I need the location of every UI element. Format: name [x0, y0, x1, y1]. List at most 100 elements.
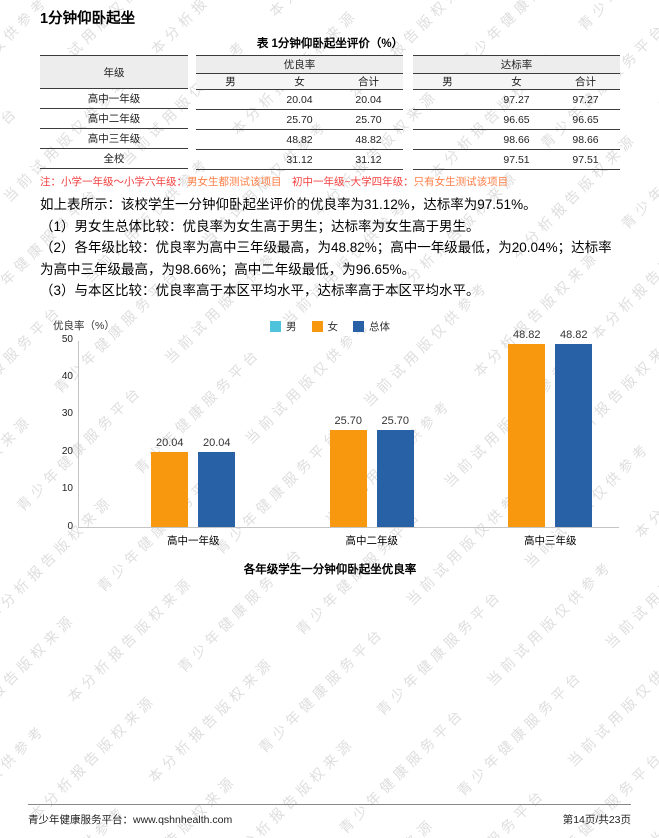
value-cell: 48.82	[286, 133, 313, 146]
chart-plot-area: 0 10 20 30 40 50 20.04 20.04 高中一年级 25.70 25.70 高中二年…	[62, 329, 619, 547]
pass-rate-table: 达标率 男 女 合计 97.27 97.27 96.65 96.65	[413, 55, 620, 170]
legend-label: 男	[286, 320, 297, 333]
value-cell	[196, 150, 265, 170]
value-cell: 97.51	[572, 153, 599, 166]
grade-cell: 全校	[103, 153, 125, 165]
table-row: 97.27 97.27	[413, 90, 620, 110]
grade-cell: 高中三年级	[87, 133, 141, 145]
y-axis-tick: 30	[61, 408, 73, 420]
value-cell	[413, 130, 482, 150]
bar-value-label: 20.04	[155, 436, 184, 449]
value-cell: 98.66	[572, 133, 599, 146]
bar-chart: 优良率（%） 男 女 总体 0 10 20 30 40 50 20.04 20.04 高中一年级 25…	[40, 317, 620, 577]
note-segment: 注：小学一年级～小学六年级：	[40, 176, 187, 188]
legend-swatch	[353, 320, 364, 332]
value-cell: 31.12	[286, 153, 313, 166]
value-cell: 96.65	[503, 113, 530, 126]
table-note: 注：小学一年级～小学六年级：男女生都测试该项目 初中一年级~大学四年级：只有女生…	[40, 174, 620, 189]
table-row: 高中三年级	[40, 129, 188, 149]
footer-row: 青少年健康服务平台：www.qshnhealth.com 第14页/共23页	[28, 812, 631, 827]
value-cell	[413, 150, 482, 170]
value-cell: 97.51	[503, 153, 530, 166]
legend-item-总体: 总体	[353, 319, 390, 334]
value-cell: 25.70	[355, 113, 382, 126]
y-axis-tick: 20	[61, 445, 73, 457]
value-cell: 97.27	[503, 93, 530, 106]
footer-divider	[28, 804, 631, 805]
y-axis-tick: 40	[61, 370, 73, 382]
footer-platform-text: 青少年健康服务平台：www.qshnhealth.com	[28, 814, 233, 826]
bar-value-label: 20.04	[202, 436, 231, 449]
value-cell: 97.27	[572, 93, 599, 106]
table-caption: 表 1分钟仰卧起坐评价（%）	[256, 38, 404, 50]
legend-swatch	[311, 320, 323, 332]
legend-swatch	[270, 320, 281, 332]
report-content: 1分钟仰卧起坐 表 1分钟仰卧起坐评价（%） 年级 高中一年级 高中二年级 高中…	[40, 11, 620, 577]
table-row: 20.04 20.04	[196, 90, 403, 110]
value-cell	[413, 90, 482, 110]
x-axis-category: 高中一年级	[167, 534, 220, 547]
bar-总体	[198, 451, 236, 527]
value-cell: 98.66	[503, 133, 530, 146]
bar-女	[329, 430, 367, 527]
subheader-total: 合计	[551, 73, 620, 90]
analysis-point-3: （3）与本区比较：优良率高于本区平均水平，达标率高于本区平均水平。	[40, 283, 480, 298]
y-axis-tick: 0	[67, 520, 73, 532]
excellent-rate-table: 优良率 男 女 合计 20.04 20.04 25.70 25.70	[196, 55, 403, 170]
legend-item-女: 女	[311, 319, 339, 334]
subheader-male: 男	[196, 73, 265, 90]
bar-value-label: 25.70	[334, 415, 363, 428]
analysis-summary: 如上表所示：该校学生一分钟仰卧起坐评价的优良率为31.12%，达标率为97.51…	[40, 197, 537, 212]
table-row: 高中二年级	[40, 109, 188, 129]
grade-cell: 高中二年级	[87, 113, 141, 125]
bar-value-label: 48.82	[512, 328, 541, 341]
table-row: 97.51 97.51	[413, 150, 620, 170]
subheader-female: 女	[265, 73, 334, 90]
bar-女	[151, 451, 189, 527]
table-row: 96.65 96.65	[413, 110, 620, 130]
note-segment: 只有女生测试该项目	[413, 176, 509, 188]
value-cell: 20.04	[355, 93, 382, 106]
grade-header: 年级	[40, 55, 188, 89]
value-cell	[196, 90, 265, 110]
subheader-female: 女	[482, 73, 551, 90]
bar-value-label: 25.70	[381, 415, 410, 428]
legend-label: 总体	[369, 320, 390, 333]
table-row: 全校	[40, 149, 188, 169]
subheader-male: 男	[413, 73, 482, 90]
table-row: 98.66 98.66	[413, 130, 620, 150]
value-cell: 20.04	[286, 93, 313, 106]
table-row: 31.12 31.12	[196, 150, 403, 170]
evaluation-table: 年级 高中一年级 高中二年级 高中三年级 全校 优良率 男 女 合计 20.04…	[40, 55, 620, 170]
value-cell	[413, 110, 482, 130]
value-cell: 31.12	[355, 153, 382, 166]
table-row: 高中一年级	[40, 89, 188, 109]
bar-总体	[376, 430, 414, 527]
grade-cell: 高中一年级	[87, 93, 141, 105]
bar-value-label: 48.82	[559, 328, 588, 341]
value-cell: 96.65	[572, 113, 599, 126]
table-row: 25.70 25.70	[196, 110, 403, 130]
value-cell: 48.82	[355, 133, 382, 146]
analysis-point-1: （1）男女生总体比较：优良率为女生高于男生；达标率为女生高于男生。	[40, 218, 480, 234]
value-cell	[196, 130, 265, 150]
subheader-total: 合计	[334, 73, 403, 90]
excellent-rate-header: 优良率	[196, 55, 403, 74]
x-axis-category: 高中三年级	[524, 534, 577, 547]
value-cell: 25.70	[286, 113, 313, 126]
legend-label: 女	[327, 320, 339, 333]
note-segment: 初中一年级~大学四年级：	[281, 176, 414, 188]
bar-总体	[555, 343, 593, 527]
chart-title: 各年级学生一分钟仰卧起坐优良率	[243, 563, 417, 576]
legend-item-男: 男	[270, 319, 297, 334]
y-axis-tick: 10	[61, 483, 73, 495]
value-cell	[196, 110, 265, 130]
x-axis-category: 高中二年级	[345, 534, 399, 547]
bar-女	[508, 343, 546, 527]
analysis-point-2: （2）各年级比较：优良率为高中三年级最高，为48.82%；高中一年级最低，为20…	[40, 240, 612, 277]
y-axis-tick: 50	[61, 333, 73, 345]
y-axis-label: 优良率（%）	[53, 319, 115, 332]
pass-rate-header: 达标率	[413, 55, 620, 74]
page-footer: 青少年健康服务平台：www.qshnhealth.com 第14页/共23页	[0, 804, 659, 827]
